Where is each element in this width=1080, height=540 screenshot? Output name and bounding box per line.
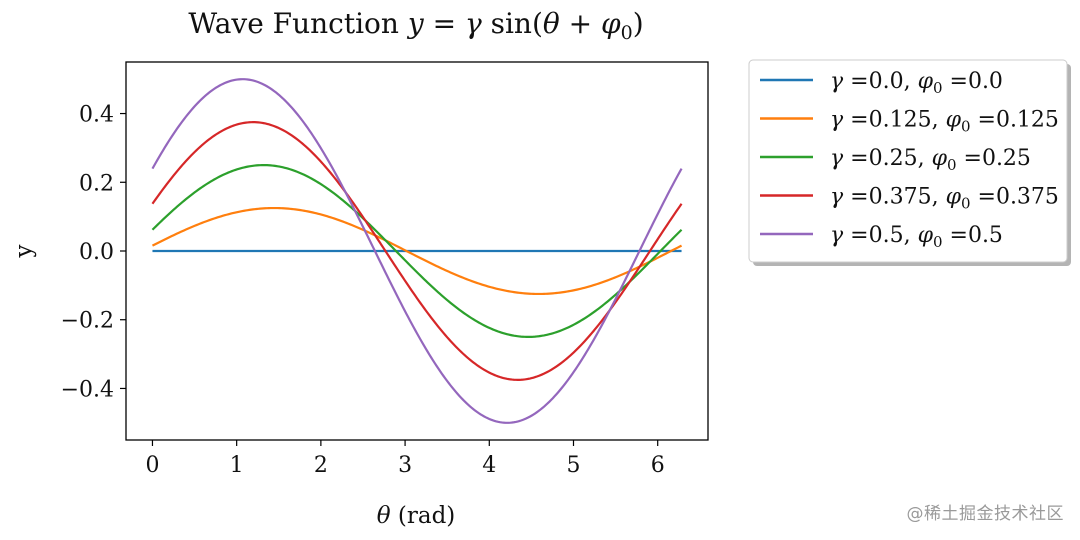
y-axis-ticks: −0.4 −0.2 0.0 0.2 0.4	[61, 103, 126, 402]
title-plus: +	[560, 7, 601, 40]
x-tick-label: 1	[230, 453, 244, 478]
chart-title: Wave Function y = γ sin(θ + φ0)	[188, 7, 643, 44]
y-tick-label: −0.2	[61, 309, 114, 334]
watermark: @稀土掘金技术社区	[906, 504, 1064, 524]
series-line-2	[151, 163, 683, 339]
legend-label-2: γ =0.25, φ0 =0.25	[830, 146, 1031, 174]
title-sub: 0	[621, 22, 633, 44]
legend-entries: γ =0.0, φ0 =0.0 γ =0.125, φ0 =0.125 γ =0.2…	[760, 69, 1059, 251]
legend-entry-2: γ =0.25, φ0 =0.25	[760, 146, 1031, 174]
x-tick-label: 2	[314, 453, 328, 478]
legend-box	[748, 59, 1068, 263]
x-axis-label: θ (rad)	[377, 503, 456, 529]
series-layer	[151, 78, 683, 424]
series-line-3	[151, 121, 683, 381]
y-tick-label: 0.2	[79, 171, 114, 196]
title-eq: =	[424, 7, 465, 40]
x-axis-label-theta: θ	[377, 503, 391, 529]
y-tick-label: 0.0	[79, 240, 114, 265]
x-tick-label: 6	[651, 453, 665, 478]
x-tick-label: 5	[566, 453, 580, 478]
title-theta: θ	[543, 7, 560, 40]
y-axis-label: y	[11, 245, 37, 259]
legend-label-1: γ =0.125, φ0 =0.125	[830, 108, 1059, 136]
y-tick-label: −0.4	[61, 377, 114, 402]
x-axis-label-rest: (rad)	[391, 503, 456, 529]
legend-label-4: γ =0.5, φ0 =0.5	[830, 223, 1003, 251]
legend-entry-1: γ =0.125, φ0 =0.125	[760, 108, 1059, 136]
series-line-1	[151, 206, 683, 296]
title-close: )	[633, 7, 644, 40]
legend-label-3: γ =0.375, φ0 =0.375	[830, 185, 1059, 213]
series-line-4	[151, 78, 683, 424]
title-phi: φ	[601, 7, 621, 40]
y-tick-label: 0.4	[79, 103, 114, 128]
x-tick-label: 3	[398, 453, 412, 478]
title-sin: sin(	[482, 7, 543, 40]
legend-entry-0: γ =0.0, φ0 =0.0	[760, 69, 1003, 97]
legend-entry-3: γ =0.375, φ0 =0.375	[760, 185, 1059, 213]
x-tick-label: 0	[145, 453, 159, 478]
legend: γ =0.0, φ0 =0.0 γ =0.125, φ0 =0.125 γ =0.2…	[748, 59, 1071, 266]
title-prefix: Wave Function	[188, 7, 408, 40]
x-tick-label: 4	[482, 453, 496, 478]
legend-entry-4: γ =0.5, φ0 =0.5	[760, 223, 1003, 251]
x-axis-ticks: 0 1 2 3 4 5 6	[145, 440, 665, 478]
title-y: y	[406, 7, 425, 40]
legend-label-0: γ =0.0, φ0 =0.0	[830, 69, 1003, 97]
title-gamma: γ	[465, 7, 482, 40]
